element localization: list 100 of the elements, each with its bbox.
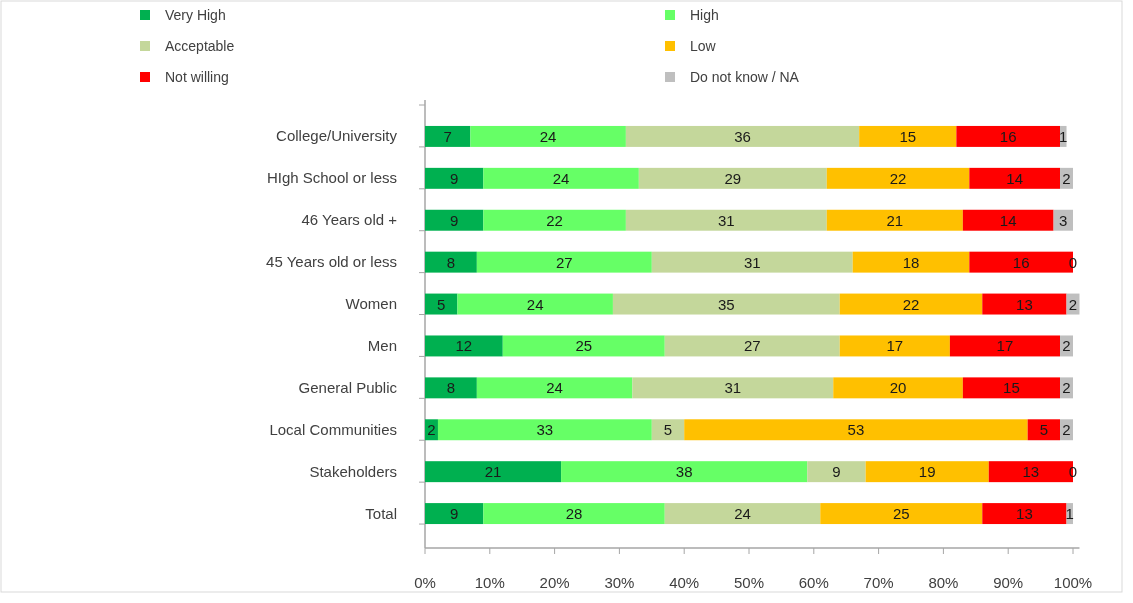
bar <box>612 293 840 315</box>
data-label: 24 <box>546 379 563 397</box>
data-label: 22 <box>889 169 907 187</box>
bar <box>839 293 983 315</box>
data-label: 14 <box>999 211 1017 229</box>
data-label: 8 <box>446 253 456 271</box>
data-label: 21 <box>886 211 904 229</box>
bar <box>483 209 626 231</box>
bar <box>982 503 1067 525</box>
data-label: 28 <box>565 505 583 523</box>
data-label: 9 <box>449 211 459 229</box>
bar <box>651 251 853 273</box>
data-label: 20 <box>889 379 907 397</box>
bar <box>664 503 821 525</box>
data-label: 36 <box>734 127 751 145</box>
data-label: 17 <box>886 337 904 355</box>
bar <box>807 461 866 483</box>
bar <box>425 209 484 231</box>
data-label: 9 <box>449 505 459 523</box>
data-label: 14 <box>1006 169 1024 187</box>
data-label: 15 <box>899 127 917 145</box>
legend-label: High <box>690 7 719 23</box>
y-tick-label: Total <box>365 504 397 522</box>
bar <box>425 251 477 273</box>
bar <box>820 503 983 525</box>
bar <box>425 461 562 483</box>
data-label: 2 <box>427 421 436 439</box>
bar <box>962 209 1054 231</box>
bar <box>625 125 860 147</box>
bar <box>425 335 503 357</box>
x-tick-label: 70% <box>863 574 894 591</box>
data-label: 19 <box>918 463 936 481</box>
data-label: 2 <box>1062 379 1071 397</box>
x-tick-label: 40% <box>669 574 700 591</box>
data-label: 31 <box>743 253 761 271</box>
bar <box>483 503 665 525</box>
data-label: 5 <box>663 421 673 439</box>
bar <box>425 125 471 147</box>
data-label: 31 <box>724 379 742 397</box>
y-tick-label: HIgh School or less <box>266 169 397 187</box>
data-label: 1 <box>1059 127 1068 145</box>
x-tick-label: 100% <box>1053 574 1093 591</box>
bar <box>437 419 652 441</box>
legend-label: Very High <box>165 7 226 23</box>
data-label: 16 <box>999 127 1017 145</box>
bar <box>476 251 652 273</box>
data-label: 24 <box>526 295 544 313</box>
y-tick-label: Stakeholders <box>309 462 397 480</box>
data-label: 9 <box>449 169 459 187</box>
data-label: 35 <box>717 295 735 313</box>
data-label: 2 <box>1062 421 1071 439</box>
y-tick-label: College/University <box>276 127 398 145</box>
bar <box>956 125 1061 147</box>
x-tick-label: 60% <box>798 574 829 591</box>
data-label: 24 <box>539 127 557 145</box>
data-label: 5 <box>1039 421 1049 439</box>
x-tick-label: 10% <box>474 574 505 591</box>
data-label: 2 <box>1062 169 1071 187</box>
data-label: 29 <box>724 169 742 187</box>
x-tick-label: 30% <box>604 574 635 591</box>
data-label: 25 <box>892 505 910 523</box>
bar <box>425 167 484 189</box>
bar <box>470 125 626 147</box>
bar <box>638 167 827 189</box>
bar <box>425 293 458 315</box>
bar <box>561 461 808 483</box>
bar <box>826 209 963 231</box>
x-tick-label: 20% <box>539 574 570 591</box>
data-label: 15 <box>1003 379 1020 397</box>
legend-label: Not willing <box>165 69 229 85</box>
y-tick-label: Local Communities <box>269 420 397 438</box>
legend-label: Acceptable <box>165 38 235 54</box>
y-tick-label: Men <box>367 336 397 354</box>
data-label: 17 <box>996 337 1014 355</box>
data-label: 1 <box>1065 505 1074 523</box>
data-label: 33 <box>536 421 554 439</box>
data-label: 22 <box>902 295 920 313</box>
y-tick-label: 45 Years old or less <box>266 253 397 271</box>
data-label: 16 <box>1012 253 1030 271</box>
x-tick-label: 0% <box>414 574 436 591</box>
x-tick-label: 50% <box>733 574 765 591</box>
data-label: 24 <box>734 505 751 523</box>
data-label: 38 <box>675 463 693 481</box>
data-label: 3 <box>1059 211 1068 229</box>
bar <box>949 335 1061 357</box>
bar <box>425 377 477 399</box>
bar <box>859 125 957 147</box>
data-label: 27 <box>555 253 573 271</box>
y-tick-label: General Public <box>298 378 398 396</box>
bar <box>457 293 613 315</box>
bar <box>852 251 970 273</box>
y-tick-label: 46 Years old + <box>301 211 398 229</box>
bar <box>982 293 1067 315</box>
bar <box>425 503 484 525</box>
data-label: 31 <box>717 211 735 229</box>
bar <box>969 167 1061 189</box>
data-label: 7 <box>443 127 452 145</box>
data-label: 2 <box>1062 337 1071 355</box>
bar <box>625 209 827 231</box>
data-label: 21 <box>484 463 502 481</box>
